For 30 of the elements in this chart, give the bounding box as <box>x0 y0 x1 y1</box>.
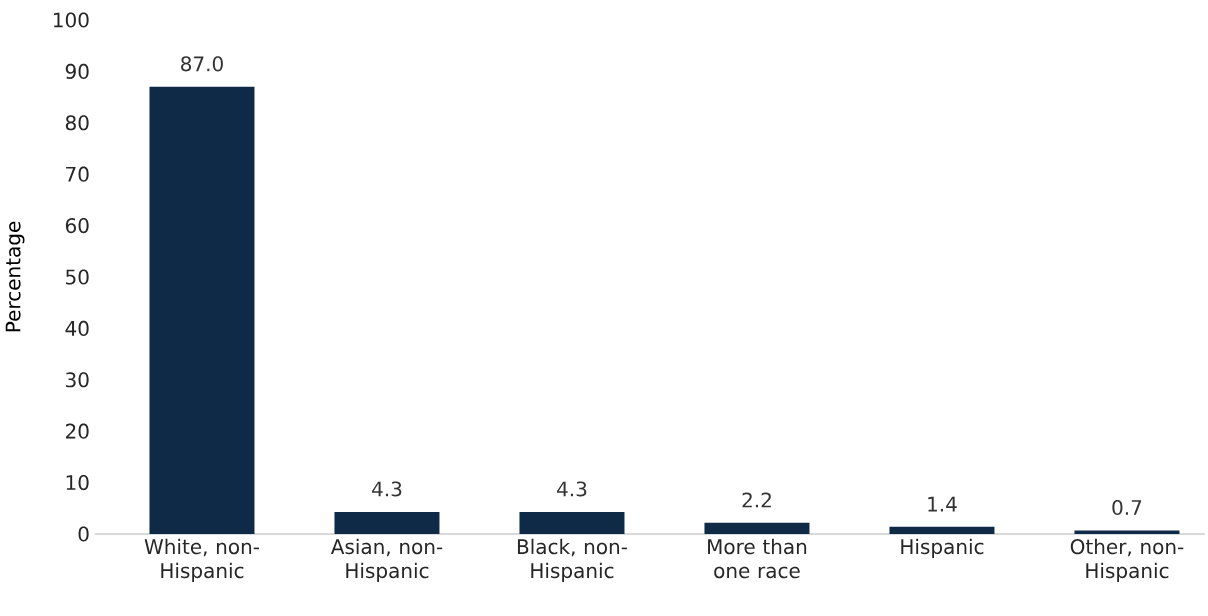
data-label: 4.3 <box>372 481 402 497</box>
bar <box>889 526 995 534</box>
y-tick-label: 0 <box>78 526 89 542</box>
x-tick-label: Hispanic <box>901 538 984 559</box>
y-tick-label: 90 <box>65 63 89 79</box>
y-tick-label: 20 <box>65 423 89 439</box>
y-tick-label: 40 <box>65 320 89 336</box>
y-tick-label: 60 <box>65 218 89 234</box>
x-tick-label: Other, non-Hispanic <box>1070 538 1184 583</box>
data-label: 87.0 <box>181 56 223 72</box>
y-axis-title: Percentage <box>5 221 25 332</box>
y-tick-label: 80 <box>65 115 89 131</box>
x-tick-label: Asian, non-Hispanic <box>330 538 443 583</box>
bar <box>334 511 440 534</box>
y-tick-label: 100 <box>53 12 89 28</box>
data-label: 2.2 <box>742 492 771 508</box>
data-label: 1.4 <box>928 496 957 512</box>
y-tick-label: 50 <box>66 269 89 285</box>
bar <box>149 86 255 534</box>
y-tick-label: 10 <box>66 475 89 491</box>
data-label: 0.7 <box>1112 499 1142 516</box>
y-tick-label: 30 <box>66 372 89 388</box>
bar <box>519 511 625 534</box>
x-tick-label: More than one race <box>708 538 807 579</box>
data-label: 4.3 <box>557 481 587 497</box>
y-tick-label: 70 <box>66 166 89 182</box>
x-tick-label: White, non-Hispanic <box>144 538 259 583</box>
x-tick-label: Black, non-Hispanic <box>517 538 627 583</box>
bar <box>1074 530 1180 534</box>
bar <box>704 522 810 534</box>
